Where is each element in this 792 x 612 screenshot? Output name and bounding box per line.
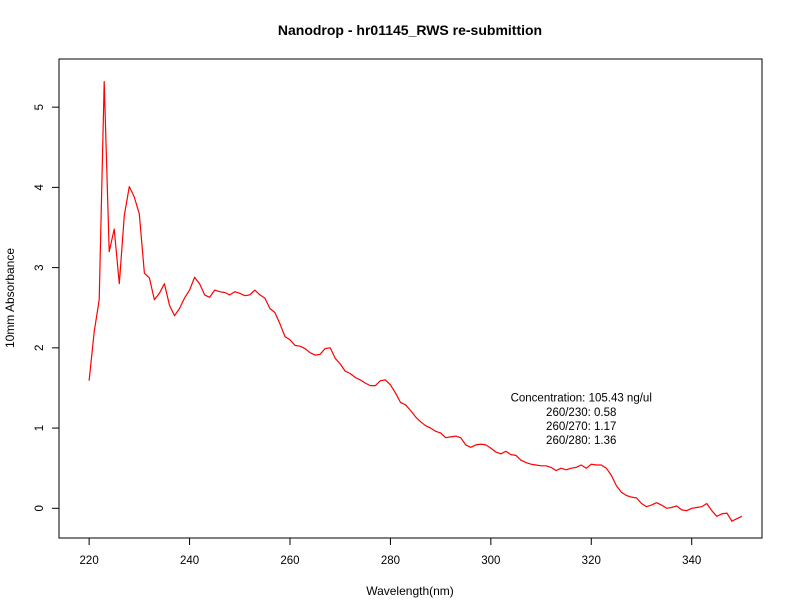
y-axis: 0 1 2 3 4 5 [34,104,60,512]
x-axis: 220 240 260 280 300 320 340 [80,537,701,567]
x-tick-label: 320 [582,555,601,567]
x-tick-label: 260 [280,555,299,567]
x-tick-label: 240 [180,555,199,567]
annotation-line: 260/270: 1.17 [546,421,616,433]
annotation-line: 260/230: 0.58 [546,407,616,419]
x-tick-label: 220 [80,555,99,567]
y-tick-label: 0 [34,505,46,511]
x-tick-label: 280 [381,555,400,567]
x-axis-label: Wavelength(nm) [366,584,454,598]
x-tick-label: 300 [481,555,500,567]
series-layer [88,80,743,522]
x-tick-label: 340 [682,555,701,567]
y-tick-label: 5 [34,104,46,110]
annotation-line: 260/280: 1.36 [546,435,616,447]
annotation-line: Concentration: 105.43 ng/ul [511,393,652,405]
chart-title: Nanodrop - hr01145_RWS re-submittion [278,22,542,38]
absorbance-series-line [88,80,743,522]
y-axis-label: 10mm Absorbance [3,248,17,348]
y-tick-label: 2 [34,345,46,351]
y-tick-label: 3 [34,264,46,270]
y-tick-label: 1 [34,425,46,431]
annotation-block: Concentration: 105.43 ng/ul 260/230: 0.58… [511,393,652,448]
y-tick-label: 4 [34,184,46,191]
